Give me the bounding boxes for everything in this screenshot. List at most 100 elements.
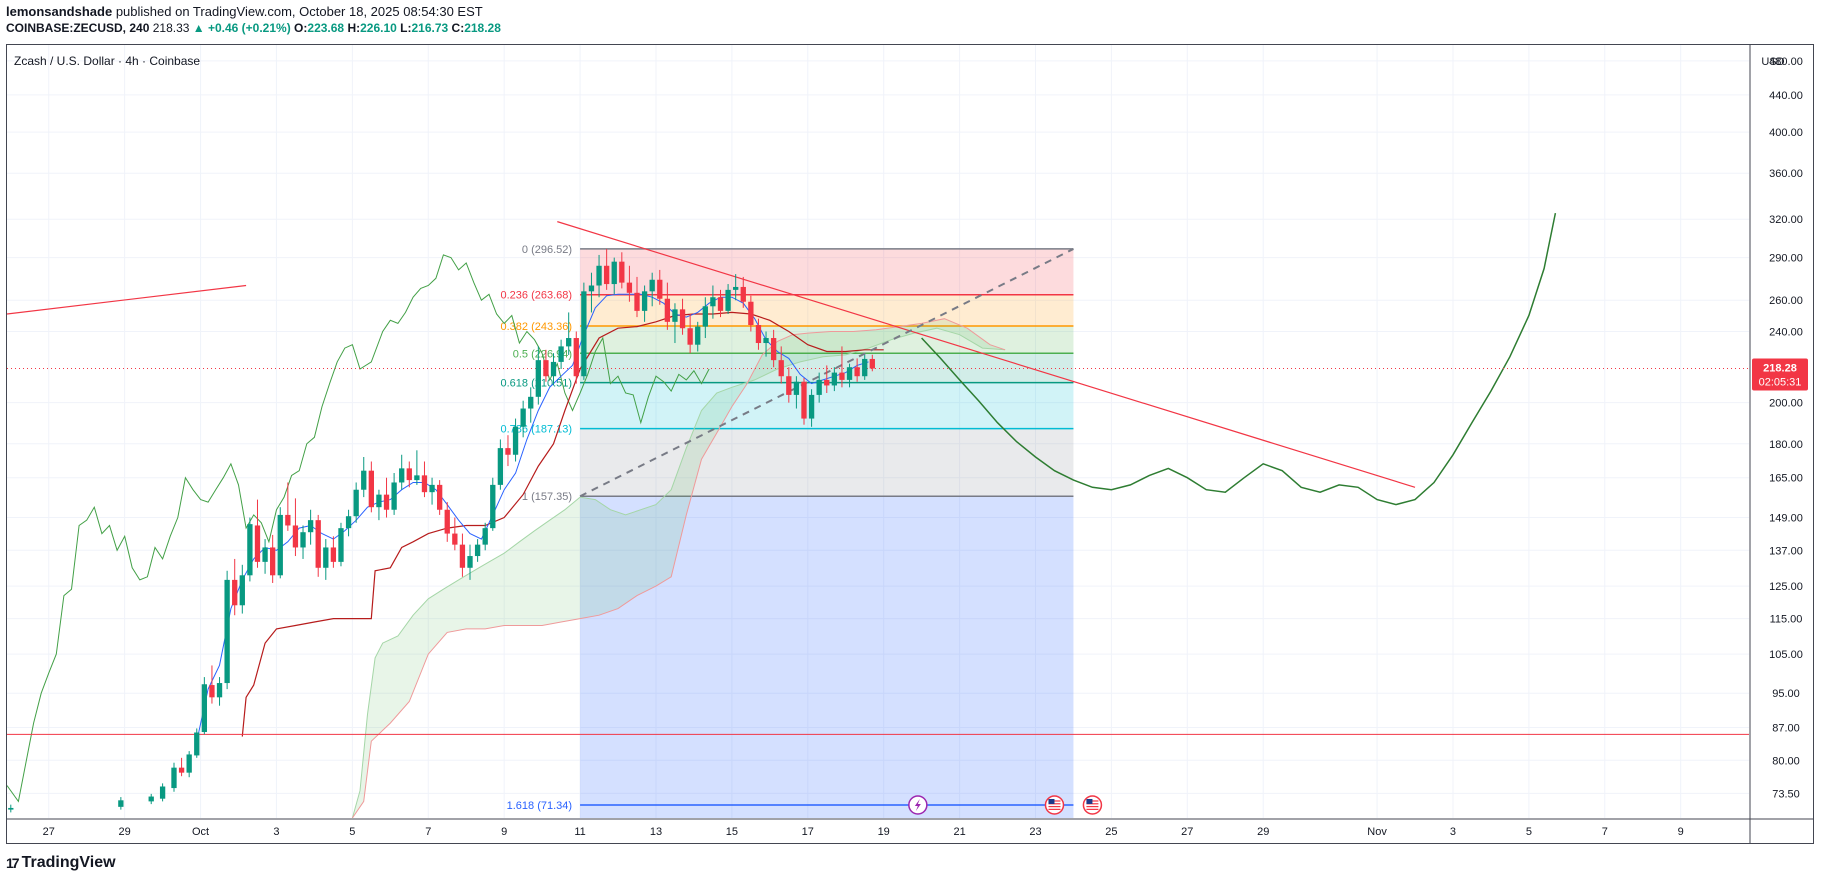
candle xyxy=(763,338,769,344)
candle xyxy=(368,470,374,508)
candle xyxy=(854,367,860,377)
time-tick-label: 3 xyxy=(1450,826,1456,838)
tradingview-logo[interactable]: 17 TradingView xyxy=(6,854,116,872)
candle xyxy=(839,372,845,380)
trendline-resistance xyxy=(557,221,1416,488)
candle xyxy=(391,482,397,510)
last-price-label: 218.28 xyxy=(1763,362,1797,374)
time-tick-label: 7 xyxy=(425,826,431,838)
candle xyxy=(786,376,792,395)
candle xyxy=(778,360,784,377)
candle xyxy=(285,514,291,526)
candle xyxy=(383,494,390,510)
candle xyxy=(270,547,276,576)
candle xyxy=(216,683,223,698)
candle xyxy=(626,282,633,293)
candle xyxy=(262,547,268,562)
candle xyxy=(717,297,724,311)
candle xyxy=(300,532,306,548)
candle xyxy=(159,786,166,799)
candle xyxy=(497,448,504,485)
candle xyxy=(550,361,557,377)
fib-level-label: 1.618 (71.34) xyxy=(507,800,572,812)
time-tick-label: 23 xyxy=(1029,826,1041,838)
axes: USD 73.50 80.00 87.00 95.00 105.00 115.00 125.0… xyxy=(6,45,1814,843)
us-flag-icon xyxy=(1082,795,1103,815)
candle xyxy=(330,547,337,562)
candle xyxy=(323,547,329,568)
candle xyxy=(171,767,177,789)
candle xyxy=(186,754,192,773)
candle xyxy=(414,475,420,481)
candle xyxy=(399,468,405,483)
open-label: O: xyxy=(294,21,308,35)
publisher-name[interactable]: lemonsandshade xyxy=(6,4,113,19)
open-value: 223.68 xyxy=(307,21,345,35)
trendline-left-red xyxy=(7,284,247,315)
candle xyxy=(376,494,382,508)
candle xyxy=(8,807,14,810)
fib-level-label: 0.236 (263.68) xyxy=(501,290,573,302)
cloud-fill xyxy=(352,318,1006,818)
price-tick-label: 165.00 xyxy=(1769,473,1803,485)
time-tick-label: 21 xyxy=(953,826,965,838)
time-tick-label: 5 xyxy=(1526,826,1532,838)
projection-path xyxy=(921,212,1557,506)
price-tick-label: 240.00 xyxy=(1769,326,1803,338)
price-tick-label: 115.00 xyxy=(1770,614,1803,626)
candle xyxy=(657,279,663,299)
us-flag-icon xyxy=(1044,795,1065,815)
time-tick-label: 5 xyxy=(349,826,355,838)
flag-canton xyxy=(1048,798,1055,804)
candle xyxy=(194,732,200,756)
drawings xyxy=(7,212,1749,815)
tradingview-mark-icon: 17 xyxy=(6,855,20,871)
candle xyxy=(277,514,283,576)
candle xyxy=(474,544,481,557)
candle xyxy=(361,470,367,490)
price-tick-label: 360.00 xyxy=(1769,168,1803,180)
time-tick-label: 11 xyxy=(574,826,585,838)
candle xyxy=(148,796,154,802)
fib-zone xyxy=(580,294,1074,327)
price-tick-label: 290.00 xyxy=(1769,253,1803,265)
chart-frame xyxy=(6,44,1814,844)
chikou-line xyxy=(7,254,710,803)
candle xyxy=(588,285,595,292)
candle xyxy=(421,475,428,493)
candle xyxy=(634,292,640,311)
candle xyxy=(664,298,671,322)
candle xyxy=(444,509,450,534)
candle xyxy=(596,265,602,286)
high-label: H: xyxy=(347,21,361,35)
candle xyxy=(459,544,466,568)
candle xyxy=(641,291,648,311)
candle xyxy=(710,297,716,307)
fib-zone xyxy=(580,496,1074,805)
price-tick-label: 180.00 xyxy=(1769,439,1803,451)
time-tick-label: 19 xyxy=(878,826,890,838)
candle xyxy=(520,408,526,427)
candle xyxy=(558,346,564,362)
candle xyxy=(831,372,838,386)
fib-zone xyxy=(580,804,1074,818)
candle xyxy=(467,556,473,568)
candle xyxy=(224,579,230,684)
time-tick-label: 15 xyxy=(726,826,738,838)
symbol-info: COINBASE:ZECUSD, 240 218.33 ▲ +0.46 (+0.… xyxy=(6,21,501,35)
candle xyxy=(239,575,245,606)
price-tick-label: 125.00 xyxy=(1769,581,1803,593)
price-tick-label: 87.00 xyxy=(1772,723,1800,735)
candle xyxy=(740,286,746,302)
price-tick-label: 105.00 xyxy=(1769,649,1803,661)
time-tick-label: 13 xyxy=(650,826,662,838)
high-value: 226.10 xyxy=(360,21,397,35)
price-tick-label: 80.00 xyxy=(1772,755,1800,767)
price-tick-label: 320.00 xyxy=(1769,214,1803,226)
candle xyxy=(869,358,875,369)
candle xyxy=(292,525,299,548)
candle xyxy=(793,381,800,395)
candle xyxy=(679,309,686,329)
candles xyxy=(8,248,875,813)
